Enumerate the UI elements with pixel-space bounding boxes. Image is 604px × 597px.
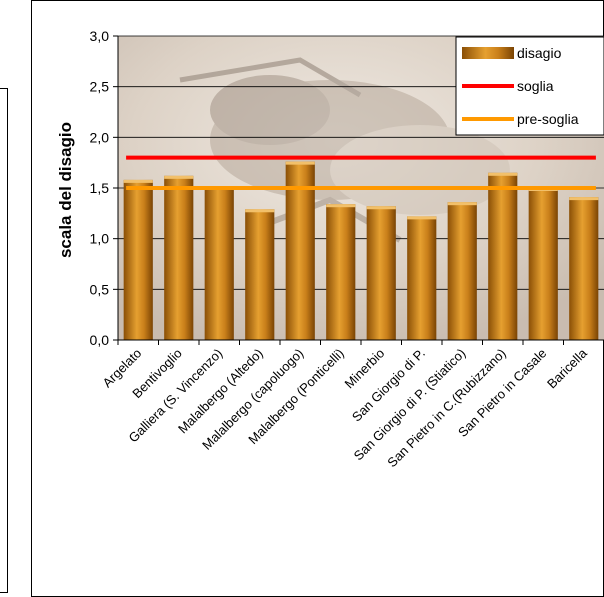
x-tick-label: San Giorgio di P. — [349, 346, 428, 425]
bar-7 — [407, 216, 437, 340]
bar-9 — [488, 172, 518, 340]
y-tick-label: 1,5 — [90, 180, 110, 196]
bar-top-highlight — [488, 172, 518, 176]
legend-swatch-disagio — [462, 47, 514, 59]
left-panel-edge — [0, 88, 8, 593]
bar-2 — [204, 186, 234, 340]
legend: disagio soglia pre-soglia — [455, 36, 604, 136]
y-tick-label: 0,0 — [90, 332, 110, 348]
y-axis-title: scala del disagio — [56, 122, 75, 258]
bar-top-highlight — [366, 206, 396, 210]
bar-top-highlight — [285, 161, 315, 165]
bar-top-highlight — [447, 202, 477, 206]
bar-top-highlight — [407, 216, 437, 220]
reference-lines — [126, 155, 596, 190]
y-tick-label: 1,0 — [90, 231, 110, 247]
legend-label-disagio: disagio — [517, 45, 562, 61]
bar-1 — [164, 175, 194, 340]
bar-top-highlight — [326, 204, 356, 208]
legend-label-pre-soglia: pre-soglia — [517, 111, 579, 127]
y-tick-label: 2,5 — [90, 79, 110, 95]
bar-top-highlight — [245, 209, 275, 213]
y-tick-label: 2,0 — [90, 129, 110, 145]
legend-label-soglia: soglia — [517, 78, 554, 94]
bars — [117, 161, 604, 345]
bar-8 — [447, 202, 477, 340]
bar-top-highlight — [123, 179, 153, 183]
bar-4 — [285, 161, 315, 340]
bar-10 — [528, 188, 558, 340]
y-tick-label: 0,5 — [90, 281, 110, 297]
y-axis-ticks: 0,0 0,5 1,0 1,5 2,0 2,5 3,0 — [90, 28, 118, 348]
y-tick-label: 3,0 — [90, 28, 110, 44]
background-photo-shapes — [179, 57, 510, 243]
x-tick-label: Baricella — [544, 345, 590, 391]
bar-5 — [326, 204, 356, 340]
bar-6 — [366, 206, 396, 340]
bar-11 — [569, 197, 599, 340]
bar-top-highlight — [569, 197, 599, 201]
bar-top-highlight — [164, 175, 194, 179]
bar-0 — [123, 179, 153, 340]
bar-3 — [245, 209, 275, 340]
